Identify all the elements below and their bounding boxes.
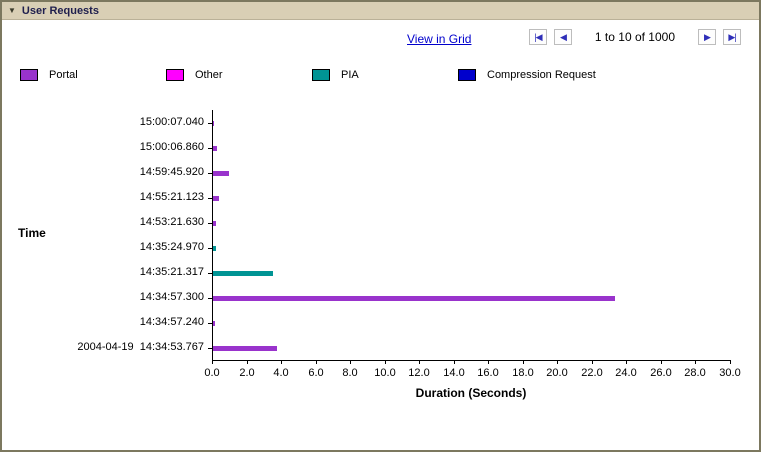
y-axis-title: Time: [18, 226, 46, 240]
category-label: 14:59:45.920: [139, 166, 204, 178]
last-page-button[interactable]: ▶|: [723, 29, 741, 45]
x-tick: [488, 360, 489, 364]
x-tick: [385, 360, 386, 364]
legend-item-other: Other: [166, 69, 312, 81]
y-tick: [208, 173, 212, 174]
panel-title: User Requests: [21, 4, 99, 17]
chart-bar[interactable]: [213, 321, 215, 326]
legend-swatch: [20, 69, 38, 81]
chart-bar[interactable]: [213, 196, 219, 201]
x-tick-label: 30.0: [719, 367, 741, 379]
panel-header: ▼ User Requests: [2, 2, 759, 20]
x-axis-title: Duration (Seconds): [415, 386, 527, 400]
x-tick-label: 6.0: [308, 367, 324, 379]
x-tick-label: 12.0: [408, 367, 430, 379]
chart-bar[interactable]: [213, 296, 615, 301]
y-tick: [208, 348, 212, 349]
category-label: 14:34:57.300: [139, 291, 204, 303]
x-tick-label: 24.0: [615, 367, 637, 379]
pagination-range: 1 to 10 of 1000: [594, 30, 675, 44]
legend-item-compression-request: Compression Request: [458, 69, 596, 81]
pagination: |◀ ◀ 1 to 10 of 1000 ▶ ▶|: [528, 29, 741, 45]
x-tick: [454, 360, 455, 364]
chart-bar[interactable]: [213, 221, 216, 226]
x-tick: [661, 360, 662, 364]
x-tick-label: 0.0: [204, 367, 220, 379]
next-page-button[interactable]: ▶: [698, 29, 716, 45]
category-label: 14:35:24.970: [139, 241, 204, 253]
category-label: 14:53:21.630: [139, 216, 204, 228]
first-page-button[interactable]: |◀: [528, 29, 547, 45]
x-tick: [247, 360, 248, 364]
y-tick: [208, 298, 212, 299]
category-label: 14:34:57.240: [139, 316, 204, 328]
y-tick: [208, 223, 212, 224]
legend-label: Compression Request: [487, 69, 596, 81]
x-tick-label: 26.0: [650, 367, 672, 379]
x-tick: [281, 360, 282, 364]
view-in-grid-link[interactable]: View in Grid: [407, 32, 472, 46]
x-tick-label: 4.0: [273, 367, 289, 379]
x-tick-label: 18.0: [512, 367, 534, 379]
legend-label: Other: [195, 69, 223, 81]
x-tick-label: 14.0: [443, 367, 465, 379]
chart-bar[interactable]: [213, 171, 229, 176]
chart: Time Duration (Seconds) 15:00:07.040 15:0…: [2, 110, 759, 420]
chart-legend: Portal Other PIA Compression Request: [20, 69, 596, 81]
category-label: 15:00:06.860: [139, 141, 204, 153]
chart-bar[interactable]: [213, 246, 216, 251]
x-tick-label: 16.0: [477, 367, 499, 379]
x-tick: [212, 360, 213, 364]
legend-item-pia: PIA: [312, 69, 458, 81]
category-label: 14:55:21.123: [139, 191, 204, 203]
x-tick-label: 10.0: [374, 367, 396, 379]
x-tick: [523, 360, 524, 364]
legend-item-portal: Portal: [20, 69, 166, 81]
x-tick: [592, 360, 593, 364]
x-tick: [419, 360, 420, 364]
y-tick: [208, 123, 212, 124]
x-tick: [316, 360, 317, 364]
collapse-icon[interactable]: ▼: [8, 5, 16, 15]
x-tick-label: 2.0: [239, 367, 255, 379]
x-tick-label: 22.0: [581, 367, 603, 379]
legend-swatch: [312, 69, 330, 81]
legend-label: PIA: [341, 69, 359, 81]
x-tick-label: 28.0: [684, 367, 706, 379]
category-label: 14:35:21.317: [139, 266, 204, 278]
legend-swatch: [458, 69, 476, 81]
prev-page-button[interactable]: ◀: [553, 29, 572, 45]
x-tick: [350, 360, 351, 364]
x-tick: [626, 360, 627, 364]
chart-bar[interactable]: [213, 271, 273, 276]
x-tick: [557, 360, 558, 364]
x-tick: [695, 360, 696, 364]
chart-bar[interactable]: [213, 146, 217, 151]
chart-toolbar: View in Grid |◀ ◀ 1 to 10 of 1000 ▶ ▶|: [2, 29, 759, 52]
category-label: 2004-04-19 14:34:53.767: [77, 341, 204, 353]
y-tick: [208, 273, 212, 274]
y-axis: [212, 110, 213, 360]
y-tick: [208, 148, 212, 149]
category-label: 15:00:07.040: [139, 116, 204, 128]
legend-label: Portal: [49, 69, 78, 81]
x-tick: [730, 360, 731, 364]
y-tick: [208, 323, 212, 324]
legend-swatch: [166, 69, 184, 81]
chart-bar[interactable]: [213, 346, 277, 351]
chart-bar[interactable]: [213, 121, 214, 126]
y-tick: [208, 248, 212, 249]
y-tick: [208, 198, 212, 199]
x-tick-label: 20.0: [546, 367, 568, 379]
x-tick-label: 8.0: [342, 367, 358, 379]
x-axis: [212, 360, 731, 361]
